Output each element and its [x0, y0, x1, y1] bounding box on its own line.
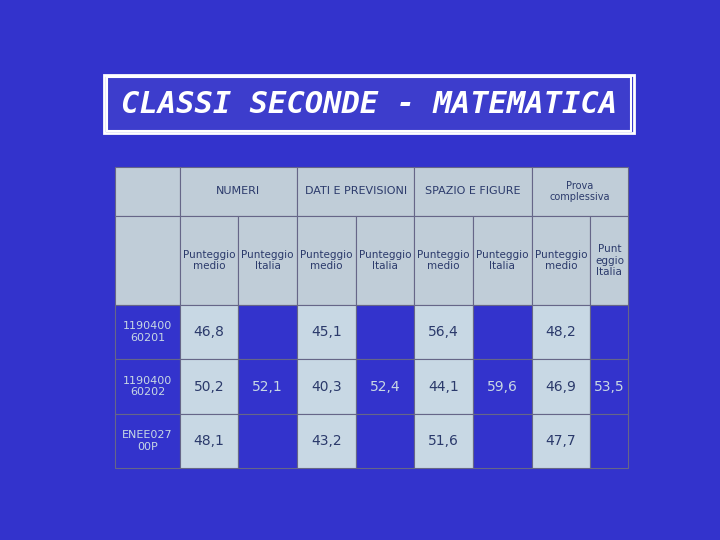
Text: 59,6: 59,6 [487, 380, 518, 394]
Bar [297, 360, 356, 414]
Text: Punteggio
Italia: Punteggio Italia [359, 250, 411, 272]
Bar [356, 360, 414, 414]
Bar [473, 414, 531, 468]
Text: Punteggio
medio: Punteggio medio [300, 250, 353, 272]
Bar [414, 216, 473, 305]
Bar [297, 216, 356, 305]
Bar [590, 360, 629, 414]
Text: Prova
complessiva: Prova complessiva [550, 180, 611, 202]
Text: DATI E PREVISIONI: DATI E PREVISIONI [305, 186, 407, 197]
Text: Punt
eggio
Italia: Punt eggio Italia [595, 244, 624, 277]
Text: 1190400
60201: 1190400 60201 [122, 321, 172, 343]
Bar [297, 167, 414, 216]
Text: CLASSI SECONDE - MATEMATICA: CLASSI SECONDE - MATEMATICA [121, 90, 617, 119]
Bar [297, 305, 356, 360]
Text: 47,7: 47,7 [546, 434, 576, 448]
Bar [473, 305, 531, 360]
Bar [531, 360, 590, 414]
Bar [180, 167, 297, 216]
Text: 53,5: 53,5 [594, 380, 625, 394]
Bar [115, 167, 180, 216]
Text: 44,1: 44,1 [428, 380, 459, 394]
Text: 52,4: 52,4 [369, 380, 400, 394]
Bar [414, 167, 531, 216]
Bar [414, 360, 473, 414]
Text: 52,1: 52,1 [252, 380, 283, 394]
Text: NUMERI: NUMERI [216, 186, 261, 197]
Text: 1190400
60202: 1190400 60202 [122, 376, 172, 397]
Bar [356, 414, 414, 468]
Bar [590, 305, 629, 360]
Bar [414, 414, 473, 468]
Bar [115, 414, 180, 468]
Bar [414, 305, 473, 360]
Bar [180, 414, 238, 468]
Bar [531, 167, 629, 216]
Bar [473, 360, 531, 414]
Text: Punteggio
medio: Punteggio medio [183, 250, 235, 272]
Bar [590, 414, 629, 468]
Text: 43,2: 43,2 [311, 434, 341, 448]
Text: Punteggio
medio: Punteggio medio [535, 250, 588, 272]
Bar [531, 414, 590, 468]
Text: 48,2: 48,2 [546, 325, 577, 339]
Text: Punteggio
Italia: Punteggio Italia [476, 250, 528, 272]
Bar [180, 216, 238, 305]
Bar [238, 414, 297, 468]
Text: SPAZIO E FIGURE: SPAZIO E FIGURE [426, 186, 521, 197]
Text: 46,8: 46,8 [194, 325, 225, 339]
Bar [473, 216, 531, 305]
Bar [115, 360, 180, 414]
Bar [297, 414, 356, 468]
Text: ENEE027
00P: ENEE027 00P [122, 430, 173, 452]
Text: Punteggio
medio: Punteggio medio [418, 250, 470, 272]
Text: 51,6: 51,6 [428, 434, 459, 448]
Bar [238, 360, 297, 414]
Text: 46,9: 46,9 [546, 380, 577, 394]
Text: 45,1: 45,1 [311, 325, 342, 339]
Text: Punteggio
Italia: Punteggio Italia [241, 250, 294, 272]
Text: 40,3: 40,3 [311, 380, 341, 394]
Text: 48,1: 48,1 [194, 434, 225, 448]
Bar [115, 216, 180, 305]
Bar [238, 305, 297, 360]
Bar [531, 216, 590, 305]
Bar [356, 305, 414, 360]
Bar [238, 216, 297, 305]
Bar [180, 360, 238, 414]
Text: 50,2: 50,2 [194, 380, 225, 394]
Bar [115, 305, 180, 360]
Bar [356, 216, 414, 305]
Bar [107, 77, 631, 131]
Bar [180, 305, 238, 360]
Text: 56,4: 56,4 [428, 325, 459, 339]
Bar [531, 305, 590, 360]
Bar [104, 75, 634, 133]
Bar [590, 216, 629, 305]
